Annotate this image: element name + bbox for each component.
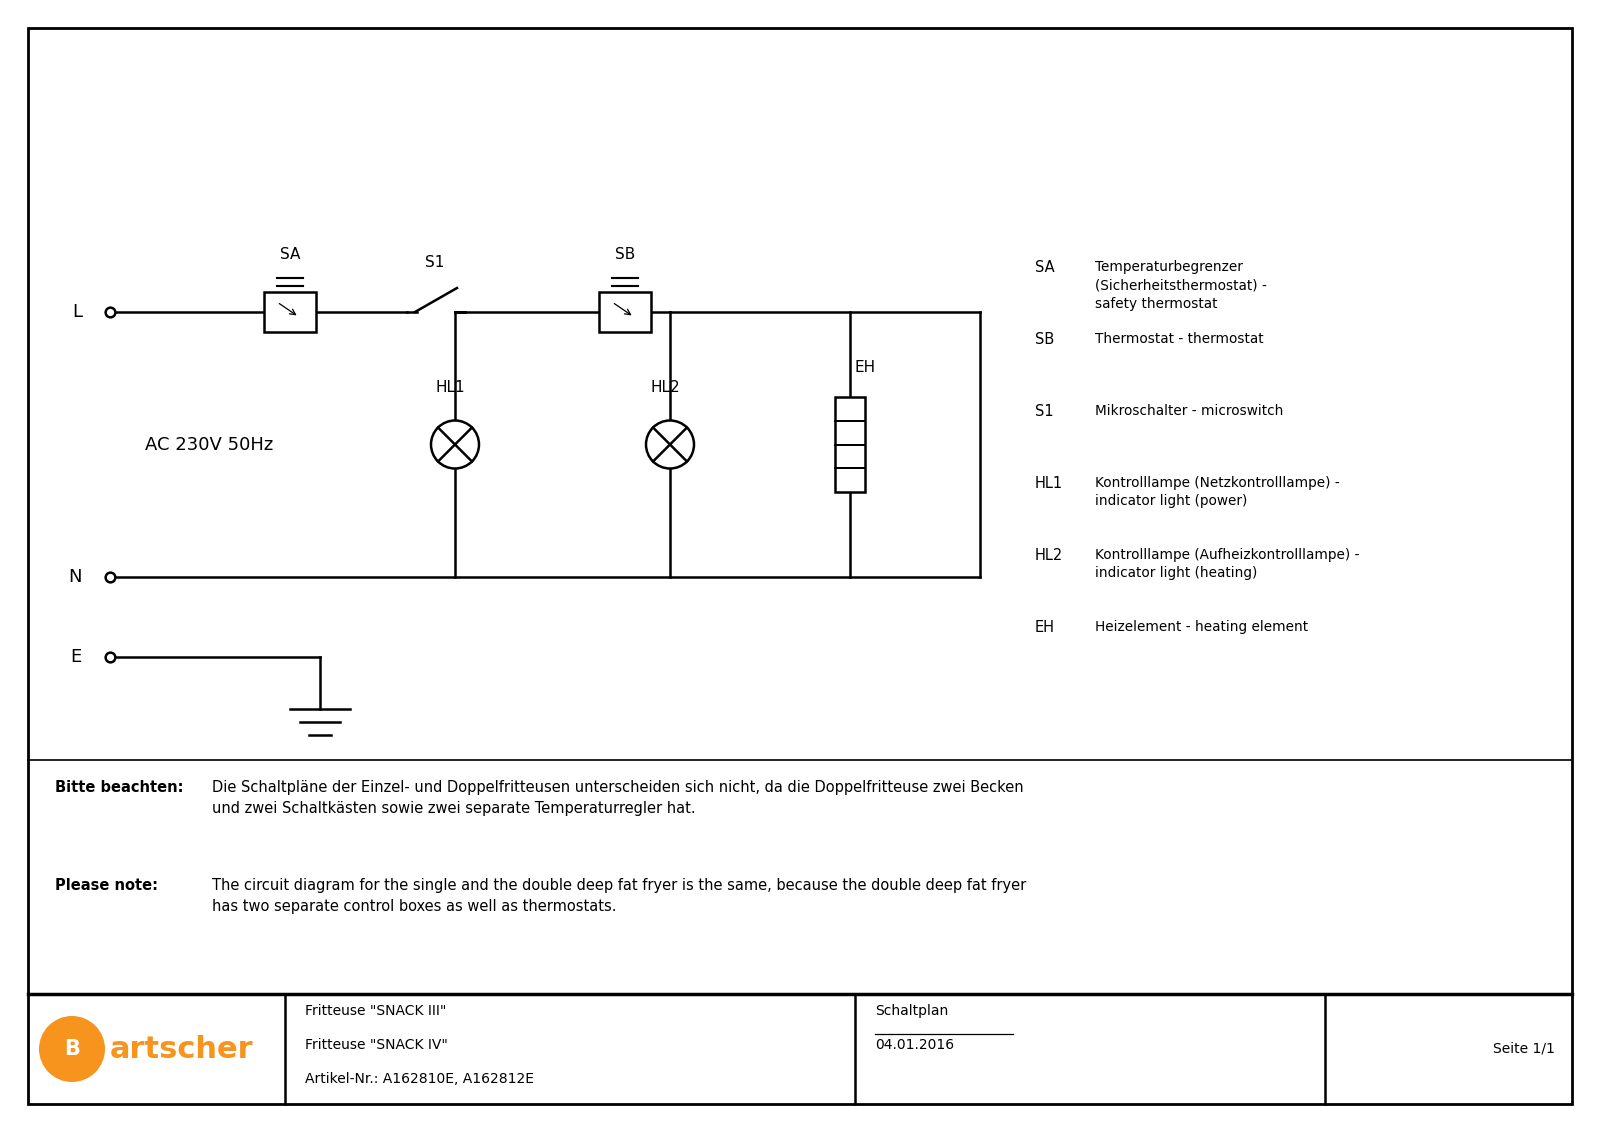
Text: Kontrolllampe (Aufheizkontrolllampe) -
indicator light (heating): Kontrolllampe (Aufheizkontrolllampe) - i… xyxy=(1094,548,1360,581)
Text: S1: S1 xyxy=(1035,404,1054,419)
Text: Schaltplan: Schaltplan xyxy=(875,1004,949,1018)
Text: AC 230V 50Hz: AC 230V 50Hz xyxy=(146,436,274,454)
Text: HL1: HL1 xyxy=(1035,475,1062,491)
Text: S1: S1 xyxy=(426,255,445,271)
Text: EH: EH xyxy=(1035,620,1054,635)
Text: Artikel-Nr.: A162810E, A162812E: Artikel-Nr.: A162810E, A162812E xyxy=(306,1072,534,1086)
Text: HL2: HL2 xyxy=(1035,548,1064,563)
Text: Temperaturbegrenzer
(Sicherheitsthermostat) -
safety thermostat: Temperaturbegrenzer (Sicherheitsthermost… xyxy=(1094,260,1267,311)
Text: 04.01.2016: 04.01.2016 xyxy=(875,1038,954,1052)
Text: Thermostat - thermostat: Thermostat - thermostat xyxy=(1094,332,1264,346)
Text: SB: SB xyxy=(1035,332,1054,348)
Text: Please note:: Please note: xyxy=(54,878,158,893)
Bar xyxy=(264,292,315,332)
Circle shape xyxy=(646,420,694,469)
Text: Die Schaltpläne der Einzel- und Doppelfritteusen unterscheiden sich nicht, da di: Die Schaltpläne der Einzel- und Doppelfr… xyxy=(211,780,1024,816)
Circle shape xyxy=(38,1017,106,1082)
Text: Seite 1/1: Seite 1/1 xyxy=(1493,1041,1555,1056)
Text: B: B xyxy=(64,1039,80,1060)
Text: artscher: artscher xyxy=(110,1035,254,1063)
Text: L: L xyxy=(72,303,82,321)
Bar xyxy=(835,397,866,492)
Text: HL2: HL2 xyxy=(650,379,680,394)
Text: Mikroschalter - microswitch: Mikroschalter - microswitch xyxy=(1094,404,1283,418)
Text: SA: SA xyxy=(280,247,301,261)
Text: Heizelement - heating element: Heizelement - heating element xyxy=(1094,620,1309,634)
Text: Bitte beachten:: Bitte beachten: xyxy=(54,780,184,795)
Text: SB: SB xyxy=(614,247,635,261)
Text: Fritteuse "SNACK IV": Fritteuse "SNACK IV" xyxy=(306,1038,448,1052)
Text: Fritteuse "SNACK III": Fritteuse "SNACK III" xyxy=(306,1004,446,1018)
Text: The circuit diagram for the single and the double deep fat fryer is the same, be: The circuit diagram for the single and t… xyxy=(211,878,1026,914)
Text: Kontrolllampe (Netzkontrolllampe) -
indicator light (power): Kontrolllampe (Netzkontrolllampe) - indi… xyxy=(1094,475,1339,508)
Text: EH: EH xyxy=(854,360,875,375)
Circle shape xyxy=(430,420,478,469)
Text: HL1: HL1 xyxy=(435,379,466,394)
Text: SA: SA xyxy=(1035,260,1054,275)
Bar xyxy=(598,292,651,332)
Text: E: E xyxy=(70,648,82,666)
Text: N: N xyxy=(69,568,82,586)
